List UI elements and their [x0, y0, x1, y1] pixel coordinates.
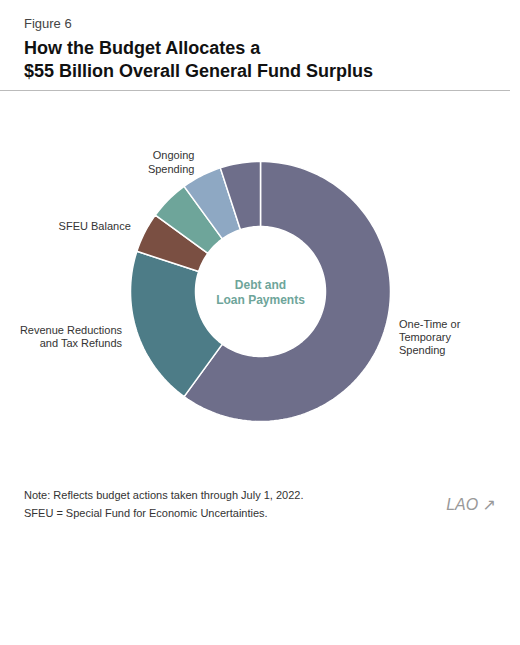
html-text:LAO ↗: LAO ↗: [446, 496, 496, 514]
svg-text:OngoingSpending: OngoingSpending: [148, 149, 195, 174]
svg-text:Revenue Reductionsand Tax Refu: Revenue Reductionsand Tax Refunds: [20, 324, 123, 349]
html-text:SFEU = Special Fund for Econom: SFEU = Special Fund for Economic Uncerta…: [24, 506, 268, 519]
html-text:How the Budget Allocates a $55: How the Budget Allocates a $55 Billion O…: [24, 38, 374, 81]
html-text:Note: Reflects budget actions: Note: Reflects budget actions taken thro…: [24, 489, 304, 501]
svg-text:SFEU Balance: SFEU Balance: [59, 220, 131, 232]
html-text:Figure 6: Figure 6: [24, 16, 72, 31]
svg-text:Debt andLoan Payments: Debt andLoan Payments: [216, 278, 305, 308]
svg-text:One-Time orTemporarySpending: One-Time orTemporarySpending: [399, 318, 461, 356]
